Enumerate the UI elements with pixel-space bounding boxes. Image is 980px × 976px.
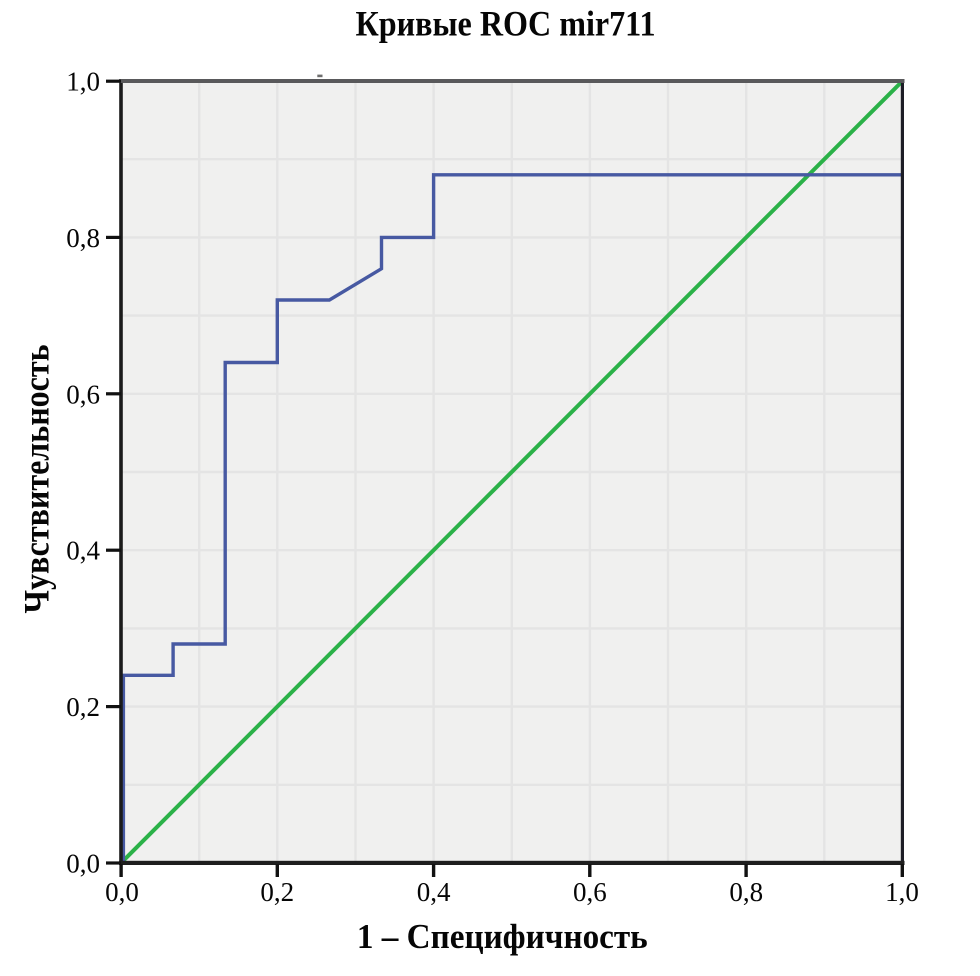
- svg-text:Чувствительность: Чувствительность: [18, 344, 57, 613]
- svg-text:0,4: 0,4: [417, 877, 451, 907]
- svg-text:1 – Специфичность: 1 – Специфичность: [357, 918, 648, 956]
- svg-text:1,0: 1,0: [885, 877, 919, 907]
- svg-text:0,0: 0,0: [66, 849, 100, 879]
- svg-text:0,2: 0,2: [66, 692, 100, 722]
- svg-text:1,0: 1,0: [66, 67, 100, 97]
- svg-text:0,6: 0,6: [66, 379, 100, 409]
- svg-text:0,2: 0,2: [260, 877, 294, 907]
- svg-text:Кривые ROC mir711: Кривые ROC mir711: [355, 5, 655, 44]
- svg-text:0,4: 0,4: [66, 536, 100, 566]
- svg-text:0,8: 0,8: [729, 877, 763, 907]
- svg-text:0,8: 0,8: [66, 223, 100, 253]
- svg-text:0,6: 0,6: [573, 877, 607, 907]
- svg-text:0,0: 0,0: [105, 877, 139, 907]
